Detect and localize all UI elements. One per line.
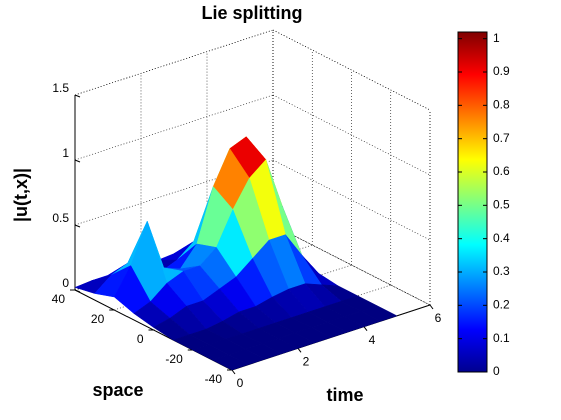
z-tick-label: 1 <box>62 146 69 160</box>
x-tick-label: 6 <box>435 311 442 325</box>
z-tick <box>74 289 81 293</box>
y-axis-label: space <box>92 380 143 400</box>
colorbar-tick-label: 0.7 <box>493 131 510 145</box>
x-tick <box>429 304 434 310</box>
z-tick <box>74 94 81 98</box>
y-tick-label: 40 <box>52 292 66 306</box>
z-tick <box>74 159 81 163</box>
colorbar-tick-label: 0.3 <box>493 264 510 278</box>
grid-line <box>74 29 274 96</box>
y-tick-label: -40 <box>205 372 223 386</box>
z-tick-label: 1.5 <box>52 81 69 95</box>
colorbar-tick-label: 0.9 <box>493 64 510 78</box>
colorbar-tick-label: 0.6 <box>493 164 510 178</box>
x-tick-label: 4 <box>369 333 376 347</box>
colorbar-tick-label: 0.4 <box>493 231 510 245</box>
x-tick-label: 2 <box>303 355 310 369</box>
y-tick-label: 0 <box>137 332 144 346</box>
colorbar-tick-label: 0.8 <box>493 98 510 112</box>
colorbar-tick-label: 0.1 <box>493 331 510 345</box>
z-tick <box>74 224 81 228</box>
z-axis-label: |u(t,x)| <box>11 168 31 222</box>
y-tick-label: -20 <box>165 352 183 366</box>
x-axis-label: time <box>326 385 363 405</box>
x-tick <box>297 348 302 353</box>
z-tick-label: 0.5 <box>52 211 69 225</box>
x-tick-label: 0 <box>237 376 244 390</box>
colorbar-tick-label: 0.5 <box>493 198 510 212</box>
x-tick <box>363 326 368 331</box>
colorbar <box>457 31 488 373</box>
chart-title: Lie splitting <box>202 3 303 23</box>
colorbar-tick-label: 1 <box>493 31 500 45</box>
x-tick <box>231 369 236 375</box>
colorbar-tick-label: 0 <box>493 364 500 378</box>
colorbar-tick-label: 0.2 <box>493 298 510 312</box>
surface-patch <box>211 354 250 371</box>
z-tick-label: 0 <box>62 276 69 290</box>
y-tick-label: 20 <box>91 312 105 326</box>
